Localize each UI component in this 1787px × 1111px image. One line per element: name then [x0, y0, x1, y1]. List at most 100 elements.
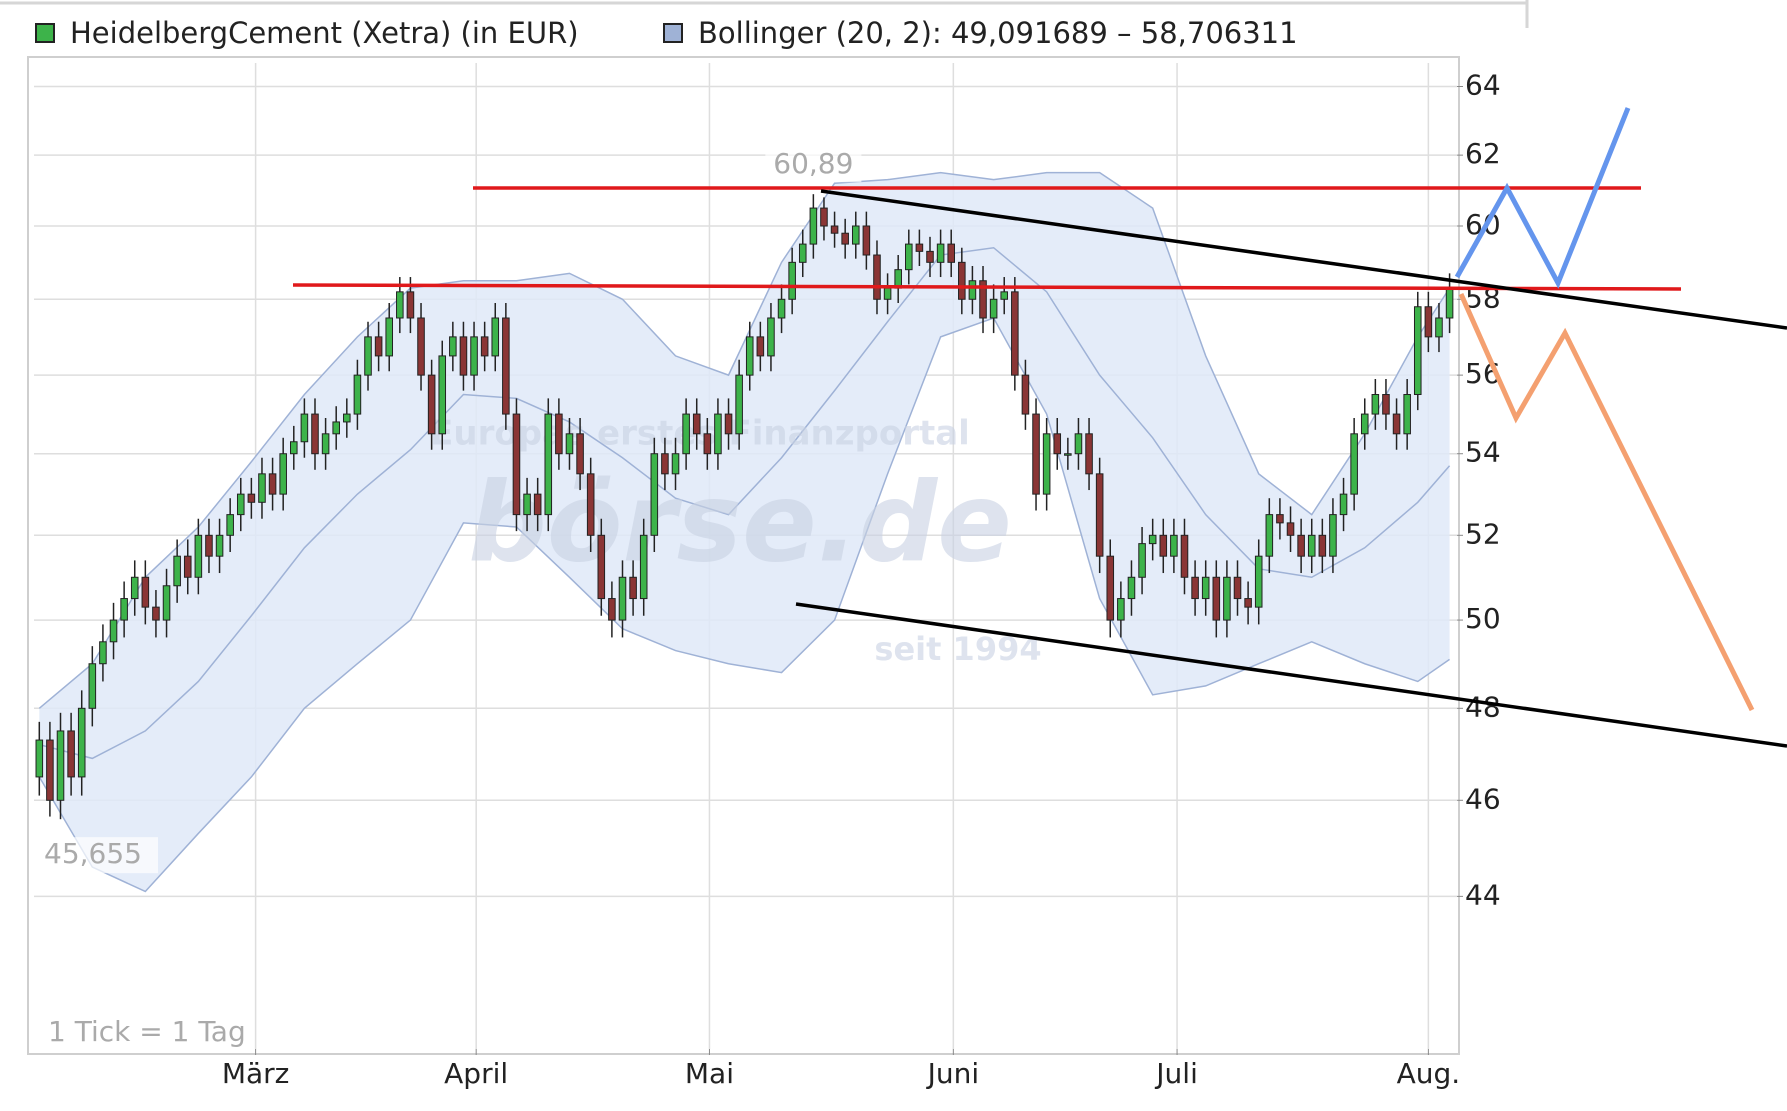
max-annotation: 60,89: [773, 147, 853, 180]
candle-body: [183, 555, 192, 578]
y-tick-label: 44: [1465, 878, 1501, 911]
candle-body: [926, 250, 934, 263]
candle-body: [35, 739, 44, 778]
candle-body: [586, 473, 595, 536]
candle-body: [88, 663, 97, 709]
candle-body: [1148, 534, 1157, 545]
candle-body: [236, 493, 245, 516]
y-tick-label: 46: [1465, 782, 1501, 815]
candle-body: [173, 555, 181, 587]
candle-body: [427, 374, 436, 435]
candle-body: [862, 225, 871, 256]
candle-body: [258, 473, 266, 503]
candle-body: [226, 514, 234, 536]
legend-swatch: [663, 23, 683, 43]
candle-body: [1095, 473, 1104, 557]
y-tick-label: 64: [1465, 69, 1501, 102]
candle-body: [1424, 306, 1433, 338]
band-upper: [38, 171, 1451, 709]
candle-body: [438, 355, 447, 435]
candle-body: [661, 453, 669, 475]
candle-body: [300, 413, 309, 443]
candle-body: [120, 598, 128, 621]
candle-body: [756, 336, 765, 357]
candle-body: [629, 576, 637, 600]
candle-body: [1276, 514, 1284, 524]
candle-body: [979, 280, 987, 319]
candle-body: [459, 336, 468, 376]
candle-body: [947, 243, 955, 263]
candle-body: [608, 598, 616, 621]
candle-body: [1042, 433, 1051, 495]
candle-body: [883, 287, 892, 300]
candle-body: [1159, 534, 1168, 557]
candle-body: [1244, 598, 1252, 608]
candle-body: [205, 534, 213, 557]
watermark-logo: börse.de: [468, 458, 1012, 586]
legend-swatch: [35, 23, 55, 43]
candle-body: [1233, 576, 1242, 600]
candle-body: [162, 585, 171, 621]
candle-body: [555, 413, 563, 455]
candle-body: [1307, 534, 1316, 557]
candle-body: [141, 576, 150, 608]
y-tick-label: 62: [1465, 137, 1501, 170]
trend-line: [795, 602, 1787, 748]
annotation-bg: [38, 837, 158, 874]
candle-body: [820, 207, 828, 227]
candle-body: [1117, 598, 1125, 621]
candle-body: [639, 534, 648, 600]
candle-body: [1212, 576, 1221, 621]
candle-body: [1053, 433, 1062, 455]
candle-body: [1392, 413, 1401, 435]
candle-body: [99, 641, 107, 665]
drawn-lines: [292, 107, 1787, 748]
candle-body: [1413, 306, 1422, 396]
candle-body: [692, 413, 701, 435]
x-tick-label: Juli: [1154, 1057, 1198, 1090]
candle-body: [618, 576, 627, 621]
candle-body: [1011, 291, 1019, 376]
candle-body: [268, 473, 277, 495]
candle-body: [1360, 413, 1369, 435]
candle-body: [1085, 433, 1093, 475]
candle-body: [406, 291, 415, 319]
candle-body: [565, 433, 574, 455]
candle-body: [1138, 543, 1146, 578]
y-tick-label: 52: [1465, 517, 1501, 550]
candle-body: [682, 413, 690, 455]
candle-body: [1445, 287, 1454, 319]
candle-body: [194, 534, 203, 578]
candle-body: [650, 453, 659, 536]
candle-body: [130, 576, 139, 600]
candle-body: [1127, 576, 1136, 600]
candle-body: [364, 336, 372, 376]
candle-body: [1223, 576, 1231, 621]
candle-body: [1339, 493, 1348, 516]
candle-body: [343, 413, 351, 423]
candle-body: [830, 225, 839, 234]
candle-body: [958, 261, 966, 300]
candle-body: [777, 298, 786, 319]
candle-body: [841, 232, 849, 245]
candle-body: [1074, 433, 1083, 455]
candle-body: [915, 243, 924, 252]
candle-body: [1170, 534, 1178, 557]
candle-body: [470, 336, 478, 376]
y-tick-label: 48: [1465, 690, 1501, 723]
candle-body: [56, 730, 65, 801]
band-middle: [39, 246, 1451, 760]
candle-body: [512, 413, 521, 516]
candle-body: [247, 493, 256, 503]
tick-note: 1 Tick = 1 Tag: [48, 1015, 246, 1048]
candle-body: [152, 606, 160, 621]
legend-label: Bollinger (20, 2): 49,091689 – 58,706311: [698, 16, 1298, 50]
x-tick-label: Mai: [685, 1057, 734, 1090]
candle-body: [46, 739, 54, 801]
candle-body: [798, 243, 807, 263]
x-tick-label: Juni: [926, 1057, 980, 1090]
candle-body: [809, 207, 818, 245]
candle-body: [544, 413, 553, 516]
min-annotation: 45,655: [44, 837, 142, 870]
